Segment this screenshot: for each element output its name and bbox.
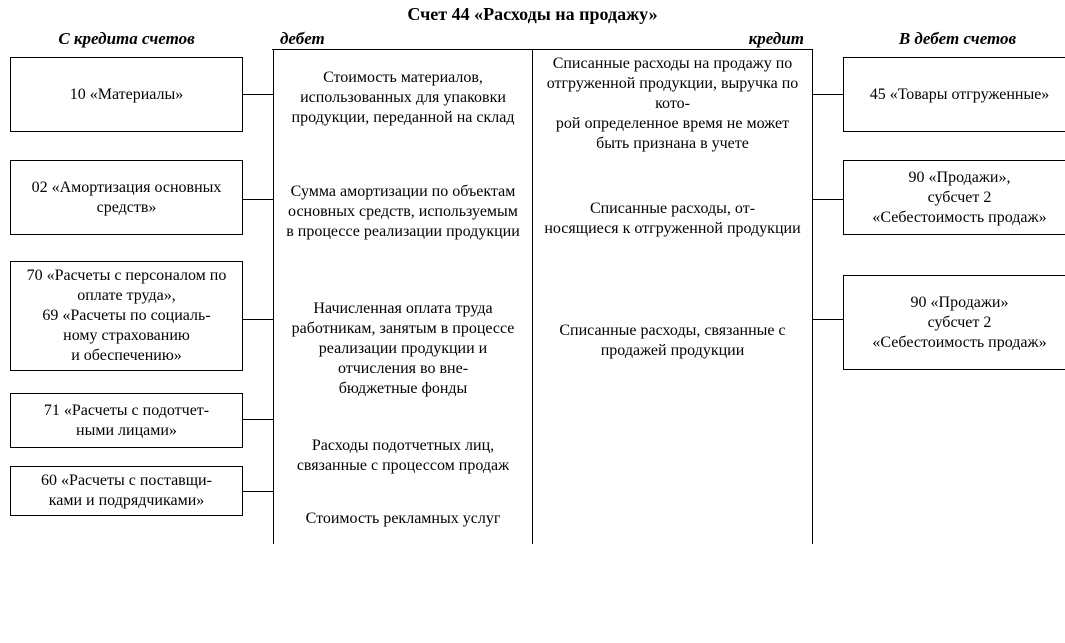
connector-line <box>813 199 843 200</box>
connector-line <box>243 94 273 95</box>
account-box: 02 «Амортизация основных средств» <box>10 160 243 235</box>
desc-cell: Списанные расходы, от- носящиеся к отгру… <box>533 179 812 259</box>
account-box: 90 «Продажи», субсчет 2 «Себестоимость п… <box>843 160 1065 235</box>
connector-line <box>813 319 843 320</box>
diagram-title: Счет 44 «Расходы на продажу» <box>10 4 1055 25</box>
col-credit-desc: Списанные расходы на продажу по отгружен… <box>533 49 813 544</box>
account-box: 90 «Продажи» субсчет 2 «Себестоимость пр… <box>843 275 1065 370</box>
connector-right <box>813 49 843 544</box>
connector-left <box>243 49 273 544</box>
hdr-to-debit: В дебет счетов <box>841 29 1065 49</box>
account-box: 10 «Материалы» <box>10 57 243 132</box>
desc-cell: Списанные расходы на продажу по отгружен… <box>533 49 812 159</box>
hdr-credit: кредит <box>532 29 812 49</box>
desc-cell: Начисленная оплата труда работникам, зан… <box>274 281 532 416</box>
hdr-spacer <box>243 29 272 49</box>
account-box: 70 «Расчеты с персоналом по оплате труда… <box>10 261 243 371</box>
col-left-accounts: 10 «Материалы» 02 «Амортизация основных с… <box>10 49 243 544</box>
col-right-accounts: 45 «Товары отгруженные» 90 «Продажи», суб… <box>843 49 1065 544</box>
hdr-spacer <box>812 29 841 49</box>
desc-cell: Списанные расходы, связанные с продажей … <box>533 301 812 381</box>
account-box: 71 «Расчеты с подотчет- ными лицами» <box>10 393 243 448</box>
desc-cell: Сумма амортизации по объектам основных с… <box>274 157 532 267</box>
connector-line <box>813 94 843 95</box>
header-row: С кредита счетов дебет кредит В дебет сч… <box>10 29 1055 49</box>
connector-line <box>243 319 273 320</box>
desc-cell: Стоимость рекламных услуг <box>274 494 532 544</box>
hdr-from-credit: С кредита счетов <box>10 29 243 49</box>
connector-line <box>243 419 273 420</box>
connector-line <box>243 199 273 200</box>
desc-cell: Расходы подотчетных лиц, связанные с про… <box>274 422 532 490</box>
desc-cell: Стоимость материалов, использованных для… <box>274 53 532 143</box>
account-box: 60 «Расчеты с поставщи- ками и подрядчик… <box>10 466 243 516</box>
diagram-container: Счет 44 «Расходы на продажу» С кредита с… <box>0 0 1065 554</box>
connector-line <box>243 491 273 492</box>
hdr-debit: дебет <box>272 29 532 49</box>
columns: 10 «Материалы» 02 «Амортизация основных с… <box>10 49 1055 544</box>
account-box: 45 «Товары отгруженные» <box>843 57 1065 132</box>
col-debit-desc: Стоимость материалов, использованных для… <box>273 49 533 544</box>
